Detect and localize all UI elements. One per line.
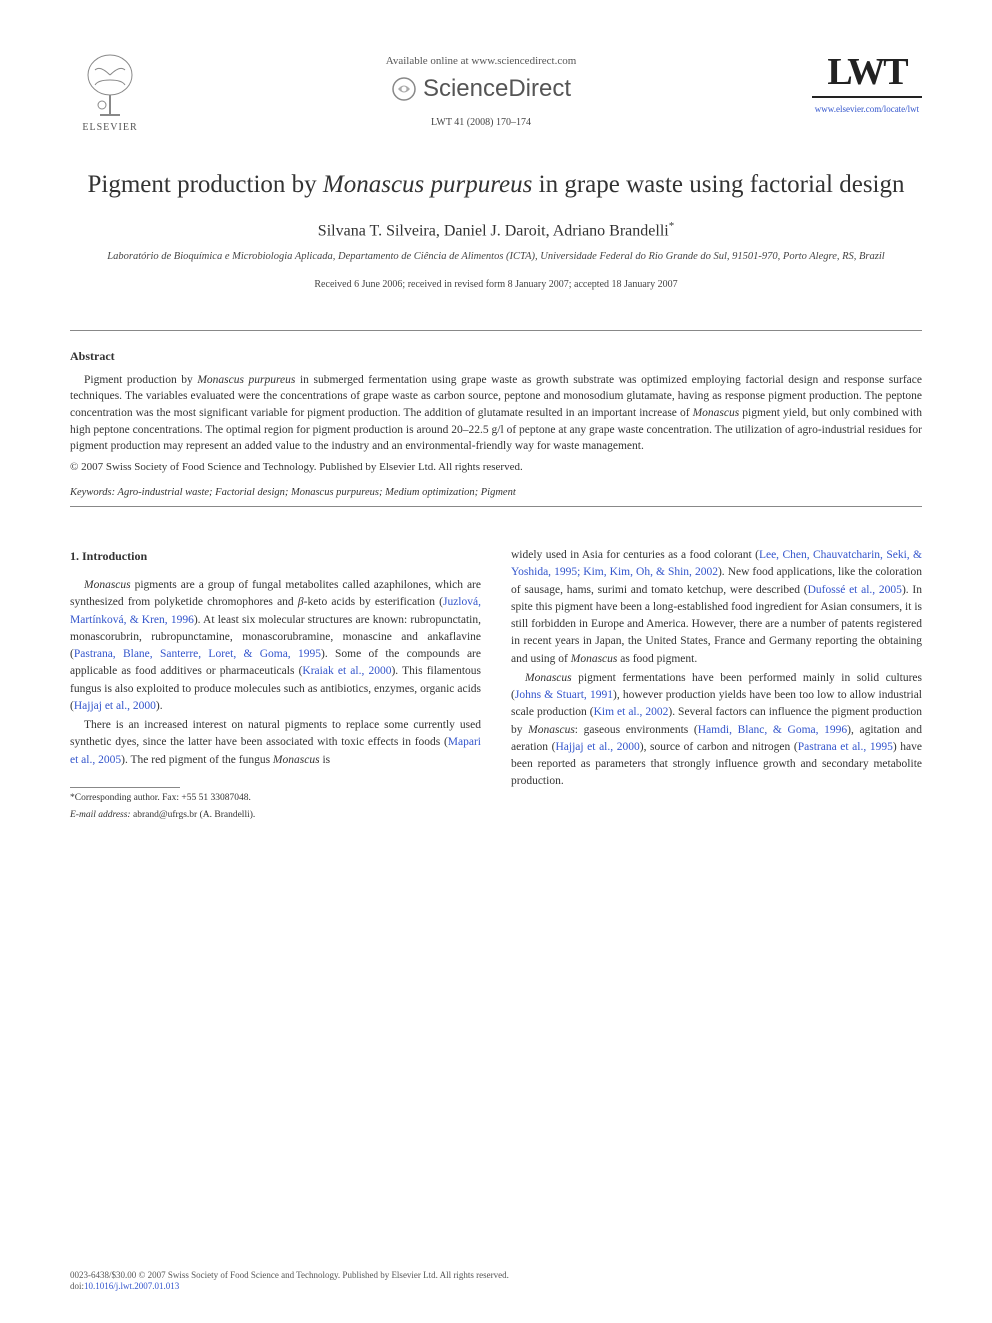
lwt-label: LWT [812, 50, 922, 98]
available-online-text: Available online at www.sciencedirect.co… [150, 55, 812, 67]
divider [70, 506, 922, 507]
lwt-url[interactable]: www.elsevier.com/locate/lwt [812, 104, 922, 114]
author-1: Silvana T. Silveira [318, 222, 436, 239]
t: ). [156, 700, 163, 712]
corresponding-footnote: *Corresponding author. Fax: +55 51 33087… [70, 792, 481, 805]
ref-pastrana[interactable]: Pastrana, Blane, Santerre, Loret, & Goma… [74, 648, 321, 660]
column-right: widely used in Asia for centuries as a f… [511, 547, 922, 822]
genus: Monascus [525, 672, 572, 684]
lwt-logo: LWT www.elsevier.com/locate/lwt [812, 50, 922, 114]
abs-genus: Monascus [693, 407, 740, 419]
elsevier-label: ELSEVIER [82, 122, 137, 133]
abstract-copyright: © 2007 Swiss Society of Food Science and… [70, 461, 922, 473]
doi-value[interactable]: 10.1016/j.lwt.2007.01.013 [84, 1281, 179, 1291]
abstract-body: Pigment production by Monascus purpureus… [70, 372, 922, 455]
sep: , [546, 222, 553, 239]
ref-pastrana2[interactable]: Pastrana et al., 1995 [798, 741, 893, 753]
email-footnote: E-mail address: abrand@ufrgs.br (A. Bran… [70, 809, 481, 822]
ref-kim2002[interactable]: Kim et al., 2002 [594, 706, 669, 718]
article-title: Pigment production by Monascus purpureus… [70, 168, 922, 202]
ref-kraiak[interactable]: Kraiak et al., 2000 [302, 665, 391, 677]
header-row: ELSEVIER Available online at www.science… [70, 50, 922, 133]
sciencedirect-row: ScienceDirect [150, 75, 812, 103]
genus: Monascus [571, 653, 618, 665]
column-left: 1. Introduction Monascus pigments are a … [70, 547, 481, 822]
section-1-heading: 1. Introduction [70, 547, 481, 565]
t: There is an increased interest on natura… [70, 719, 481, 748]
footnote-divider [70, 787, 180, 788]
email-label: E-mail address: [70, 810, 131, 820]
intro-para-2: There is an increased interest on natura… [70, 717, 481, 769]
intro-para-3: Monascus pigment fermentations have been… [511, 670, 922, 791]
footer-copyright: 0023-6438/$30.00 © 2007 Swiss Society of… [70, 1270, 922, 1282]
abs-species: Monascus purpureus [197, 374, 295, 386]
intro-para-2-cont: widely used in Asia for centuries as a f… [511, 547, 922, 668]
divider [70, 330, 922, 331]
intro-para-1: Monascus pigments are a group of fungal … [70, 577, 481, 715]
genus: Monascus [84, 579, 131, 591]
elsevier-logo: ELSEVIER [70, 50, 150, 133]
author-3: Adriano Brandelli [553, 222, 669, 239]
t: ), source of carbon and nitrogen ( [640, 741, 798, 753]
title-post: in grape waste using factorial design [532, 171, 904, 198]
email-value: abrand@ufrgs.br (A. Brandelli). [131, 810, 256, 820]
ref-johns[interactable]: Johns & Stuart, 1991 [515, 689, 613, 701]
genus: Monascus [273, 754, 320, 766]
affiliation: Laboratório de Bioquímica e Microbiologi… [70, 250, 922, 265]
ref-hamdi[interactable]: Hamdi, Blanc, & Goma, 1996 [698, 724, 847, 736]
corr-label: *Corresponding author. Fax: [70, 793, 181, 803]
ref-hajjaj[interactable]: Hajjaj et al., 2000 [74, 700, 156, 712]
article-dates: Received 6 June 2006; received in revise… [70, 279, 922, 290]
authors: Silvana T. Silveira, Daniel J. Daroit, A… [70, 220, 922, 240]
abstract-heading: Abstract [70, 349, 922, 364]
elsevier-tree-icon [80, 50, 140, 120]
author-2: Daniel J. Daroit [444, 222, 546, 239]
abs-t1: Pigment production by [84, 374, 197, 386]
keywords: Keywords: Agro-industrial waste; Factori… [70, 487, 922, 498]
center-header: Available online at www.sciencedirect.co… [150, 50, 812, 128]
body-columns: 1. Introduction Monascus pigments are a … [70, 547, 922, 822]
genus: Monascus [528, 724, 575, 736]
keywords-label: Keywords: [70, 487, 115, 498]
keywords-text: Agro-industrial waste; Factorial design;… [115, 487, 516, 498]
doi-label: doi: [70, 1281, 84, 1291]
title-species: Monascus purpureus [323, 171, 533, 198]
t: : gaseous environments ( [575, 724, 698, 736]
ref-hajjaj2[interactable]: Hajjaj et al., 2000 [555, 741, 639, 753]
ref-dufosse[interactable]: Dufossé et al., 2005 [808, 584, 902, 596]
footer: 0023-6438/$30.00 © 2007 Swiss Society of… [70, 1270, 922, 1293]
t: as food pigment. [617, 653, 697, 665]
t: ). The red pigment of the fungus [121, 754, 273, 766]
sciencedirect-text: ScienceDirect [423, 75, 571, 103]
footer-doi-line: doi:10.1016/j.lwt.2007.01.013 [70, 1281, 922, 1293]
t: widely used in Asia for centuries as a f… [511, 549, 759, 561]
sciencedirect-icon [391, 76, 417, 102]
t: -keto acids by esterification ( [304, 596, 443, 608]
title-pre: Pigment production by [87, 171, 322, 198]
sep: , [436, 222, 444, 239]
journal-reference: LWT 41 (2008) 170–174 [150, 117, 812, 128]
corresponding-mark: * [669, 220, 675, 232]
t: is [320, 754, 331, 766]
corr-fax: +55 51 33087048. [181, 793, 250, 803]
